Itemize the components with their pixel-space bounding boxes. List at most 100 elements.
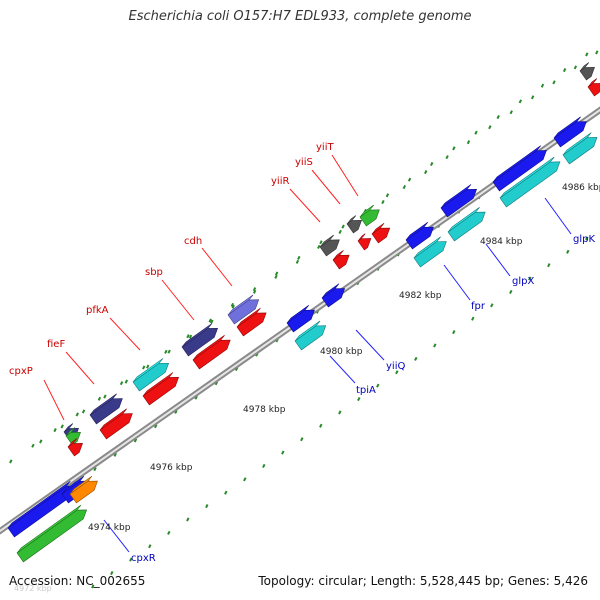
minor-tick: [210, 319, 214, 324]
leader-yiiT: [331, 154, 359, 197]
minor-tick: [300, 437, 304, 442]
minor-tick: [186, 334, 190, 339]
minor-tick: [295, 259, 300, 264]
feature-cyan[interactable]: [294, 320, 327, 351]
feature-body: [440, 188, 478, 218]
minor-tick: [188, 334, 193, 339]
feature-body: [357, 238, 372, 251]
map-title: Escherichia coli O157:H7 EDL933, complet…: [128, 9, 472, 24]
label-leaders: [43, 154, 572, 553]
feature-red[interactable]: [332, 250, 350, 270]
minor-tick: [230, 302, 235, 307]
feature-blue[interactable]: [492, 145, 547, 192]
feature-lavender[interactable]: [227, 294, 260, 325]
minor-tick: [91, 584, 95, 589]
minor-tick: [110, 570, 114, 576]
gene-label-tpiA[interactable]: tpiA: [356, 385, 376, 396]
feature-red[interactable]: [357, 233, 372, 251]
feature-navy[interactable]: [181, 323, 219, 357]
feature-red[interactable]: [587, 78, 600, 97]
gene-label-glpX[interactable]: glpX: [512, 276, 534, 287]
gene-label-yiiT[interactable]: yiiT: [316, 142, 334, 153]
feature-blue[interactable]: [405, 221, 434, 250]
gene-label-pfkA[interactable]: pfkA: [86, 305, 109, 316]
feature-gray[interactable]: [579, 62, 595, 81]
minor-tick: [452, 146, 456, 151]
feature-cyan[interactable]: [132, 358, 170, 392]
feature-blue[interactable]: [440, 184, 478, 218]
feature-red[interactable]: [99, 408, 133, 440]
feature-red[interactable]: [236, 307, 267, 337]
minor-tick: [252, 289, 257, 294]
gene-label-cpxR[interactable]: cpxR: [131, 553, 156, 564]
gene-label-fpr[interactable]: fpr: [471, 301, 486, 312]
kbp-label: 4974 kbp: [88, 523, 131, 533]
leader-glpK: [544, 197, 572, 235]
feature-cyan[interactable]: [413, 236, 447, 268]
minor-tick: [252, 287, 257, 292]
minor-tick: [445, 155, 449, 160]
kbp-label: 4980 kbp: [320, 347, 363, 357]
minor-tick: [319, 240, 323, 245]
gene-label-fieF[interactable]: fieF: [47, 339, 65, 350]
minor-tick: [103, 394, 107, 399]
minor-tick: [566, 249, 570, 254]
feature-gray[interactable]: [319, 234, 340, 257]
minor-tick: [93, 467, 97, 472]
feature-blue[interactable]: [321, 283, 346, 308]
minor-tick: [381, 199, 385, 205]
leader-sbp: [161, 279, 195, 321]
minor-tick: [490, 303, 494, 308]
feature-blue[interactable]: [7, 480, 77, 538]
minor-tick: [488, 125, 492, 130]
faint-kbp-label: 4972 kbp: [14, 584, 52, 593]
feature-gray[interactable]: [346, 215, 362, 234]
feature-body: [405, 226, 434, 250]
minor-tick: [186, 517, 190, 522]
minor-tick: [471, 316, 475, 321]
gene-label-yiiQ[interactable]: yiiQ: [386, 361, 405, 372]
feature-red[interactable]: [192, 335, 231, 370]
feature-cyan[interactable]: [447, 207, 486, 242]
feature-green[interactable]: [359, 204, 380, 227]
leader-fieF: [65, 351, 95, 385]
minor-tick: [97, 396, 102, 401]
minor-tick: [466, 140, 471, 145]
feature-red[interactable]: [371, 222, 391, 244]
minor-tick: [585, 236, 589, 241]
gene-label-yiiS[interactable]: yiiS: [295, 157, 313, 168]
kbp-label: 4984 kbp: [480, 237, 523, 247]
feature-red[interactable]: [142, 372, 180, 406]
feature-body: [321, 288, 346, 308]
feature-body: [227, 299, 260, 325]
feature-cyan[interactable]: [562, 132, 598, 165]
feature-navy[interactable]: [89, 393, 123, 425]
minor-tick: [274, 271, 279, 276]
gene-label-cpxP[interactable]: cpxP: [9, 366, 33, 377]
gene-label-cdh[interactable]: cdh: [184, 236, 202, 247]
feature-body: [447, 211, 486, 242]
minor-tick: [119, 381, 124, 386]
minor-tick: [585, 52, 589, 57]
feature-orange[interactable]: [69, 475, 98, 504]
minor-tick: [9, 459, 13, 464]
feature-green[interactable]: [16, 504, 88, 563]
feature-body: [359, 209, 380, 227]
minor-tick: [243, 477, 247, 482]
gene-label-glpK[interactable]: glpK: [573, 234, 595, 245]
minor-tick: [338, 229, 342, 234]
feature-cyan[interactable]: [499, 156, 561, 208]
minor-tick: [402, 185, 407, 190]
feature-blue[interactable]: [553, 116, 587, 148]
minor-tick: [224, 490, 228, 495]
labels: 4974 kbp 4976 kbp 4978 kbp 4980 kbp 4982 kbp…: [9, 142, 600, 564]
gene-label-yiiR[interactable]: yiiR: [271, 176, 289, 187]
gene-label-sbp[interactable]: sbp: [145, 267, 163, 278]
minor-tick: [338, 410, 342, 415]
feature-red[interactable]: [67, 438, 83, 457]
feature-blue[interactable]: [286, 304, 315, 333]
feature-body: [236, 312, 267, 337]
feature-body: [332, 254, 350, 270]
feature-body: [16, 509, 88, 563]
